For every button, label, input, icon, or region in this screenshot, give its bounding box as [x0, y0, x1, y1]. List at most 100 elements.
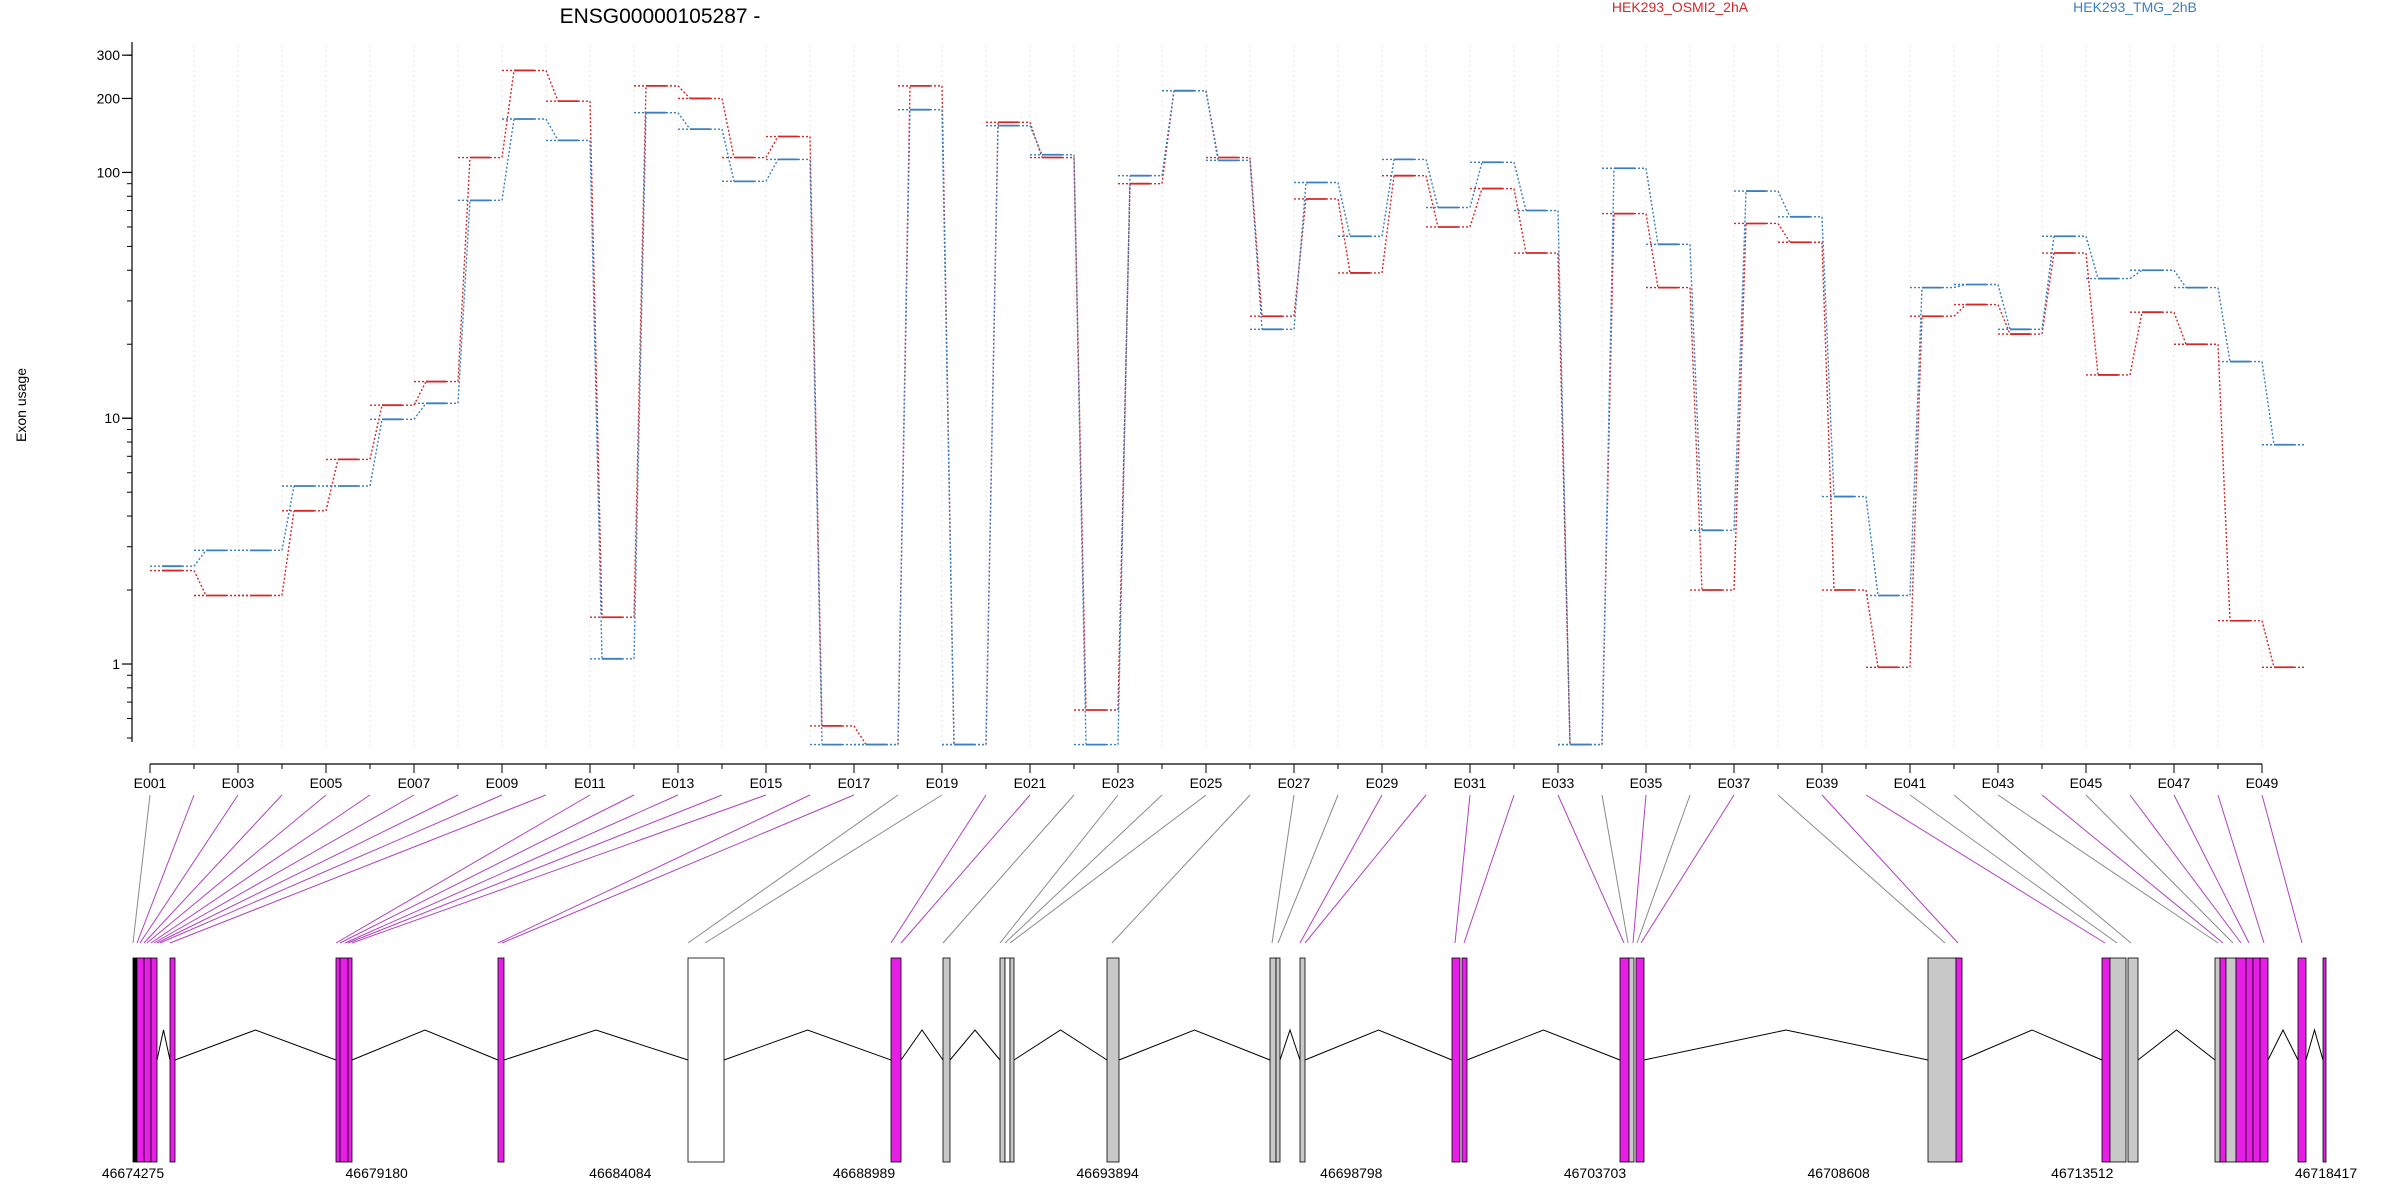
genomic-tick-label: 46713512	[2051, 1165, 2114, 1181]
connector-segment	[765, 136, 779, 158]
y-tick-label: 300	[97, 47, 121, 63]
intron-line	[174, 1029, 337, 1061]
legend-label-osmi2: HEK293_OSMI2_2hA	[1612, 0, 1749, 15]
gene-model-track	[132, 957, 2327, 1163]
genomic-tick-label: 46684084	[589, 1165, 652, 1181]
connector-segment	[369, 419, 383, 487]
genomic-tick-label: 46688989	[833, 1165, 896, 1181]
connector-segment	[2085, 236, 2099, 279]
connector-segment	[1865, 589, 1879, 668]
connector-segment	[369, 405, 383, 460]
connector-segment	[413, 381, 427, 406]
x-tick-label: E047	[2158, 775, 2191, 791]
intron-line	[723, 1029, 892, 1061]
exon-connector	[1271, 794, 1295, 944]
genomic-tick-label: 46698798	[1320, 1165, 1383, 1181]
connector-segment	[1249, 160, 1263, 330]
exon-connector	[1865, 794, 2106, 944]
exon-connector	[169, 794, 547, 944]
connector-segment	[2129, 312, 2143, 376]
x-tick-label: E049	[2246, 775, 2279, 791]
x-tick-label: E045	[2070, 775, 2103, 791]
exon-box-highlighted	[2245, 957, 2254, 1163]
y-tick-label: 10	[104, 410, 120, 426]
series-lines	[150, 69, 2306, 746]
exon-connector	[156, 794, 459, 944]
connector-segment	[1777, 190, 1791, 218]
exon-connector	[1009, 794, 1207, 944]
exon-box	[2127, 957, 2139, 1163]
exon-connector	[2041, 794, 2224, 944]
exon-box	[1299, 957, 1306, 1163]
exon-connector	[704, 794, 943, 944]
connector-segment	[1557, 210, 1571, 745]
exon-connector	[1640, 794, 1735, 944]
exon-connector	[153, 794, 415, 944]
connector-segment	[1425, 159, 1439, 208]
exon-box-highlighted	[143, 957, 152, 1163]
exon-connector	[351, 794, 767, 944]
connector-segment	[2129, 269, 2143, 280]
intron-line	[1279, 1028, 1301, 1061]
connector-segment	[281, 510, 295, 596]
exon-box-highlighted	[1461, 957, 1468, 1163]
x-tick-label: E033	[1542, 775, 1575, 791]
genomic-tick-label: 46708608	[1808, 1165, 1871, 1181]
connector-segment	[2041, 236, 2055, 330]
connector-segment	[1073, 157, 1087, 711]
exon-box	[2214, 957, 2221, 1163]
connector-segment	[193, 570, 207, 596]
exon-box-highlighted	[136, 957, 145, 1163]
x-tick-label: E009	[486, 775, 519, 791]
exon-box-highlighted	[2219, 957, 2227, 1163]
intron-line	[156, 1029, 171, 1061]
x-tick-label: E021	[1014, 775, 1047, 791]
exon-connector	[1557, 794, 1625, 944]
exon-box-highlighted	[2297, 957, 2307, 1163]
exon-connector	[2173, 794, 2250, 944]
exon-connector	[1463, 794, 1515, 944]
exon-connector	[1821, 794, 1959, 944]
connector-segment	[2217, 344, 2231, 621]
exon-box-highlighted	[2259, 957, 2269, 1163]
exon-connector	[344, 794, 679, 944]
connector-segment	[1689, 287, 1703, 591]
exon-connector	[136, 794, 195, 944]
exon-box	[1004, 957, 1011, 1163]
exon-connector	[150, 794, 371, 944]
connector-segment	[1733, 191, 1747, 531]
connector-segment	[2085, 252, 2099, 376]
x-tick-label: E043	[1982, 775, 2015, 791]
intron-line	[1466, 1029, 1621, 1061]
connector-segment	[809, 159, 823, 745]
genomic-tick-label: 46718417	[2295, 1165, 2358, 1181]
connector-segment	[545, 118, 559, 141]
connector-segment	[2041, 252, 2055, 335]
x-tick-label: E007	[398, 775, 431, 791]
connector-segment	[1997, 284, 2011, 330]
exon-connector	[1953, 794, 2132, 944]
connector-segment	[2217, 287, 2231, 362]
connector-segment	[457, 157, 471, 382]
intron-line	[949, 1029, 1001, 1061]
connector-segment	[1777, 223, 1791, 243]
intron-line	[503, 1029, 689, 1061]
x-tick-label: E025	[1190, 775, 1223, 791]
genomic-tick-label: 46674275	[102, 1165, 165, 1181]
exon-box-highlighted	[890, 957, 902, 1163]
exon-box	[1106, 957, 1120, 1163]
exon-connector	[2085, 794, 2234, 944]
exon-box-highlighted	[1955, 957, 1963, 1163]
connector-segment	[1733, 223, 1747, 591]
exon-box-highlighted	[2235, 957, 2247, 1163]
intron-line	[1961, 1029, 2103, 1061]
connector-segment	[1381, 175, 1395, 274]
exon-connector-lines	[132, 794, 2303, 944]
exon-connector	[1632, 794, 1647, 944]
vertical-gridlines	[193, 45, 2263, 748]
x-tick-label: E011	[574, 775, 606, 791]
x-tick-label: E015	[750, 775, 783, 791]
connector-segment	[325, 459, 339, 511]
exon-box	[1927, 957, 1957, 1163]
exon-connector	[1304, 794, 1427, 944]
